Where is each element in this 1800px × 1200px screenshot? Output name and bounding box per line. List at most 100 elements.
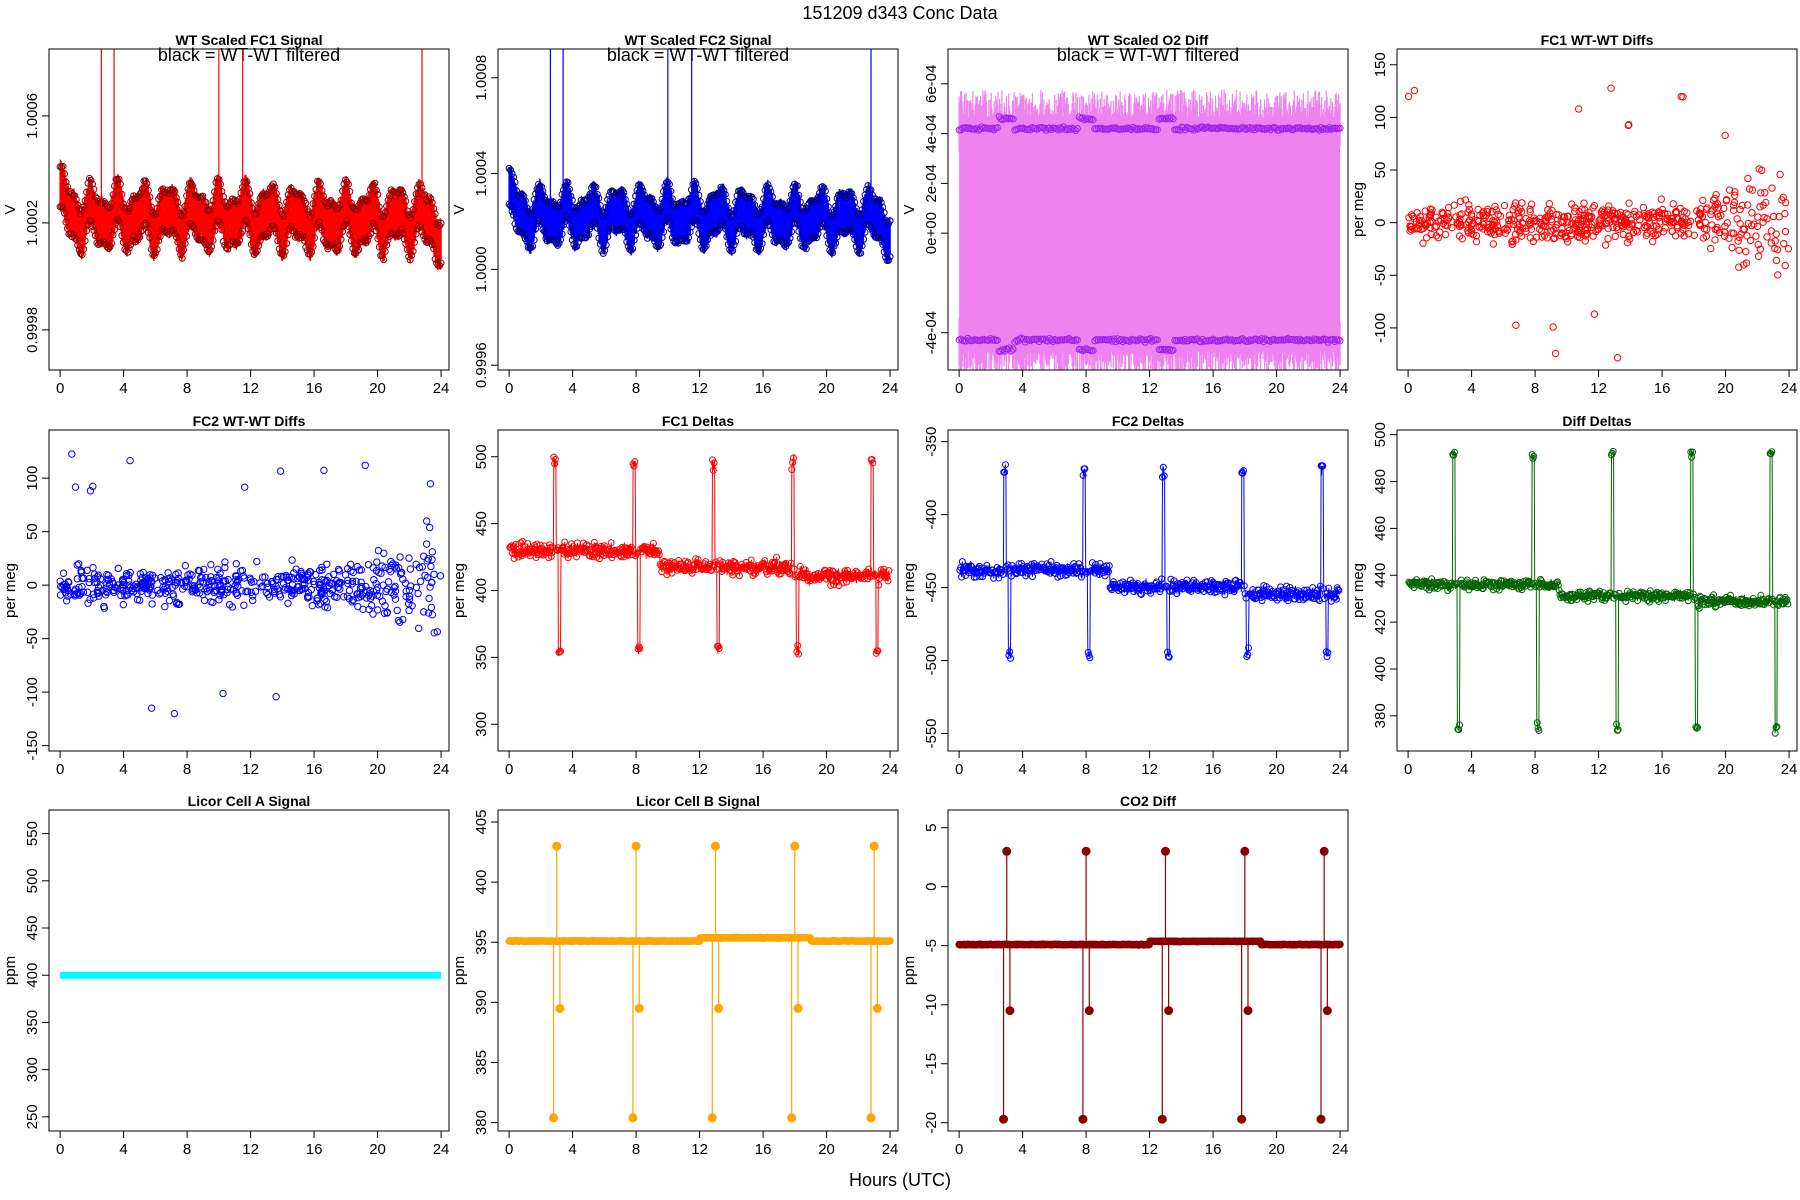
y-tick-label: -50 bbox=[24, 628, 41, 650]
data-point bbox=[104, 575, 112, 584]
y-tick-label: -500 bbox=[923, 646, 940, 676]
data-point bbox=[620, 225, 628, 233]
data-point bbox=[1625, 199, 1633, 207]
data-point bbox=[1492, 206, 1500, 214]
data-point bbox=[244, 185, 252, 193]
data-point bbox=[765, 222, 773, 230]
data-point bbox=[1239, 123, 1247, 131]
data-point bbox=[83, 188, 91, 196]
data-point bbox=[375, 203, 383, 211]
data-point bbox=[760, 195, 768, 203]
data-point bbox=[153, 204, 161, 212]
data-point bbox=[237, 567, 245, 575]
data-point bbox=[1729, 206, 1738, 215]
data-point bbox=[1508, 238, 1516, 246]
data-point bbox=[428, 555, 436, 564]
data-point bbox=[397, 225, 405, 233]
data-point bbox=[1625, 232, 1633, 240]
data-point bbox=[211, 227, 219, 235]
data-point bbox=[1535, 726, 1543, 734]
data-point bbox=[839, 579, 847, 587]
x-tick-label: 4 bbox=[1018, 1141, 1026, 1158]
data-point bbox=[1509, 237, 1517, 245]
data-point bbox=[271, 225, 279, 233]
data-point bbox=[1313, 335, 1321, 343]
data-point bbox=[105, 244, 113, 252]
outlier-point bbox=[147, 704, 156, 712]
data-point bbox=[188, 582, 197, 590]
data-point bbox=[1166, 587, 1174, 595]
data-point bbox=[1157, 585, 1165, 593]
data-point bbox=[1551, 234, 1559, 242]
data-point bbox=[119, 600, 128, 609]
data-point bbox=[389, 230, 397, 238]
y-axis-label: per meg bbox=[2, 563, 19, 618]
plot-frame bbox=[1396, 429, 1798, 752]
data-point bbox=[336, 242, 344, 250]
data-point bbox=[617, 553, 625, 561]
data-point bbox=[1272, 124, 1280, 132]
x-tick-label: 0 bbox=[955, 380, 963, 397]
data-point bbox=[1135, 584, 1143, 592]
data-point bbox=[97, 238, 105, 246]
data-point bbox=[521, 197, 529, 205]
data-point bbox=[281, 248, 289, 256]
data-point bbox=[1441, 230, 1450, 239]
data-point bbox=[61, 589, 70, 597]
data-point bbox=[141, 219, 149, 227]
data-point bbox=[764, 181, 772, 189]
data-point bbox=[733, 192, 741, 200]
data-point bbox=[124, 248, 132, 256]
data-point bbox=[567, 550, 575, 558]
data-point bbox=[246, 190, 254, 198]
data-point bbox=[224, 245, 232, 253]
data-point bbox=[536, 216, 544, 224]
data-point bbox=[860, 235, 868, 243]
data-point bbox=[422, 540, 431, 548]
data-point bbox=[533, 540, 541, 548]
data-point bbox=[337, 579, 345, 587]
data-point bbox=[1216, 581, 1224, 589]
data-point bbox=[264, 590, 272, 599]
data-point bbox=[300, 236, 308, 244]
data-point bbox=[81, 237, 89, 245]
data-point bbox=[1721, 222, 1729, 230]
data-point bbox=[561, 538, 569, 546]
data-point bbox=[1770, 601, 1778, 609]
data-point bbox=[114, 581, 122, 589]
panel-note: black = WT-WT filtered bbox=[1057, 45, 1239, 65]
data-point bbox=[1450, 448, 1458, 456]
data-point bbox=[1414, 224, 1422, 233]
x-tick-label: 12 bbox=[242, 380, 259, 397]
data-point bbox=[507, 166, 515, 174]
y-tick-label: 1.0002 bbox=[24, 200, 41, 246]
data-point bbox=[241, 216, 249, 224]
data-point bbox=[1758, 166, 1766, 175]
spike-point bbox=[549, 1113, 559, 1123]
data-point bbox=[1686, 589, 1694, 597]
data-point bbox=[284, 599, 292, 607]
data-point bbox=[1763, 233, 1771, 241]
data-point bbox=[1258, 597, 1266, 605]
data-point bbox=[829, 212, 837, 220]
data-point bbox=[1325, 584, 1333, 592]
data-point bbox=[875, 581, 883, 589]
data-point bbox=[876, 575, 884, 583]
data-point bbox=[207, 560, 215, 569]
data-point bbox=[77, 210, 85, 218]
data-point bbox=[171, 230, 179, 238]
data-point bbox=[958, 558, 966, 566]
data-point bbox=[181, 561, 190, 570]
data-point bbox=[1584, 212, 1593, 220]
data-point bbox=[1754, 213, 1762, 221]
y-tick-label: 0 bbox=[24, 581, 41, 589]
data-point bbox=[1762, 198, 1770, 207]
data-point bbox=[1655, 597, 1663, 605]
data-point bbox=[573, 242, 581, 250]
data-point bbox=[214, 577, 222, 585]
data-point bbox=[116, 223, 124, 231]
data-point bbox=[431, 210, 439, 218]
data-point bbox=[999, 346, 1007, 354]
data-point bbox=[1640, 212, 1649, 220]
